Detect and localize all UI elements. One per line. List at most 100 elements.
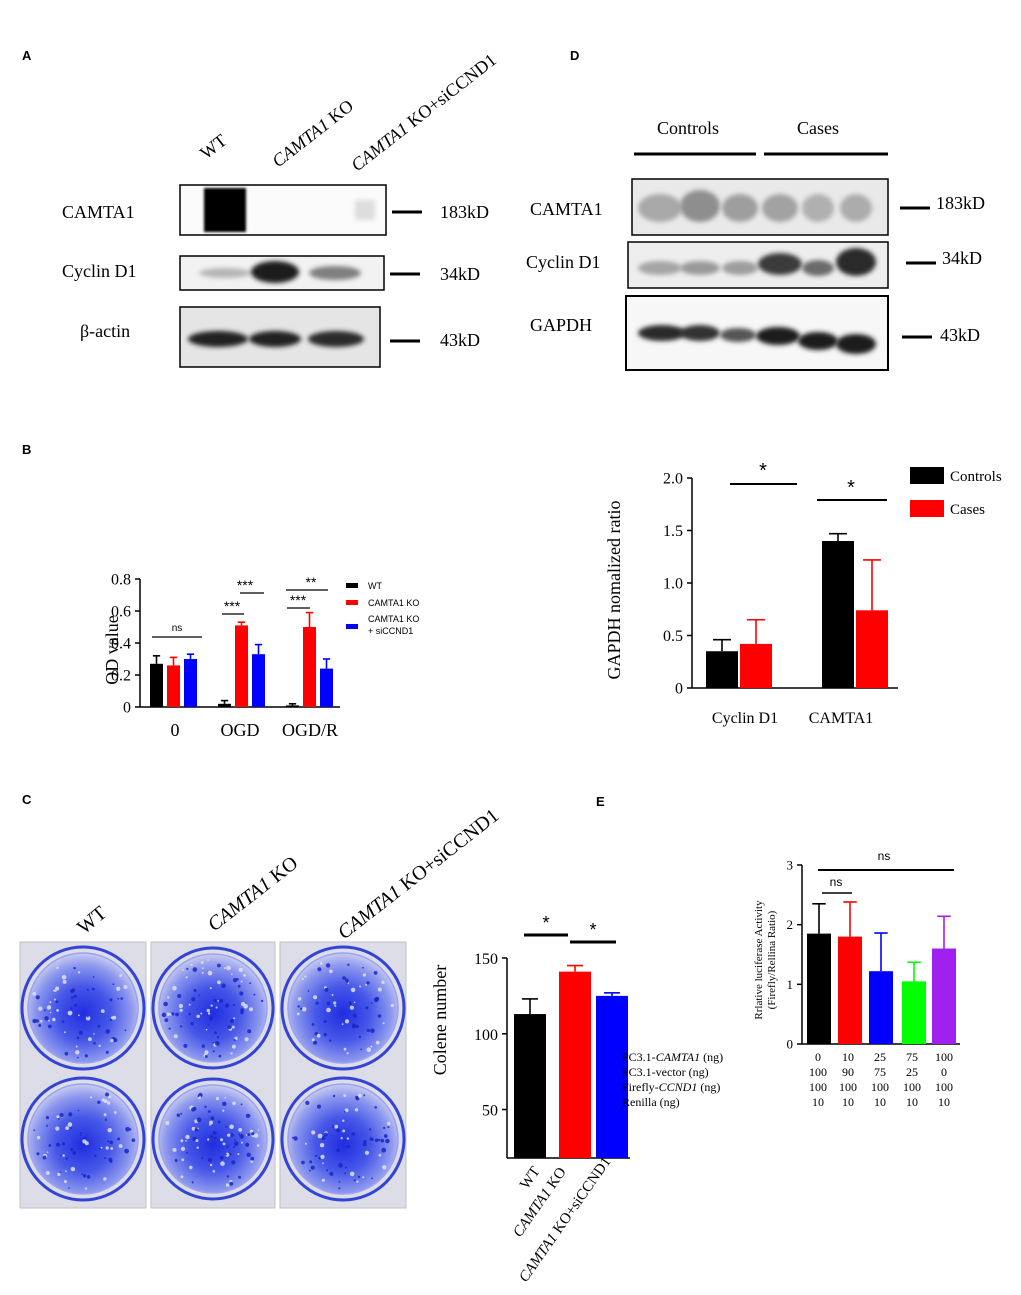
e-bars <box>807 901 956 1044</box>
colony-dot <box>103 1177 107 1181</box>
colony-dot <box>61 1020 65 1023</box>
colony-dot <box>222 1109 225 1112</box>
colony-dot <box>378 1153 382 1157</box>
d-bar <box>740 643 772 688</box>
plate-label-ko: CAMTA1 KO <box>204 852 303 936</box>
colony-dot <box>36 1135 41 1140</box>
colony-dot <box>238 1175 242 1179</box>
colony-dot <box>78 1030 83 1035</box>
colony-dot <box>110 1147 114 1150</box>
colony-dot <box>346 1052 349 1055</box>
colony-dot <box>370 1002 373 1004</box>
colony-dot <box>93 1033 95 1035</box>
colony-dot <box>316 1104 322 1109</box>
band-d-camta1-5 <box>802 194 834 222</box>
colony-dot <box>213 1136 217 1140</box>
colony-dot <box>107 1128 112 1133</box>
c-sig-1: * <box>542 913 549 933</box>
colony-dot <box>336 1128 341 1133</box>
colony-dot <box>316 1033 321 1038</box>
colony-dot <box>373 971 378 975</box>
colony-dot <box>380 1138 385 1143</box>
colony-dot <box>74 1004 77 1007</box>
e-tick-label: 0 <box>787 1037 794 1052</box>
chart-c: Colene number 50 100 150 WT CAMTA1 KO CAMT… <box>430 913 630 1285</box>
e-table-row-label: PC3.1-vector (ng) <box>622 1065 709 1079</box>
colony-dot <box>366 1028 370 1033</box>
colony-dot <box>222 1101 227 1107</box>
colony-dot <box>212 1050 215 1053</box>
e-table-cell: 25 <box>874 1050 886 1064</box>
colony-dot <box>109 1140 113 1145</box>
colony-dot <box>249 1007 253 1012</box>
colony-dot <box>72 1151 77 1155</box>
colony-dot <box>188 1012 191 1016</box>
colony-dot <box>331 994 334 996</box>
colony-dot <box>214 1031 217 1035</box>
colony-dot <box>88 1037 92 1042</box>
colony-dot <box>224 1097 227 1099</box>
colony-dot <box>209 1124 211 1126</box>
colony-dot <box>210 1004 213 1007</box>
colony-dot <box>83 1174 87 1178</box>
b-bar <box>150 663 163 707</box>
row-label-cyclin-d1: Cyclin D1 <box>62 261 137 281</box>
colony-dot <box>217 963 221 968</box>
colony-dot <box>172 985 177 991</box>
colony-dot <box>212 1130 217 1135</box>
colony-dot <box>200 1012 203 1015</box>
colony-dot <box>100 1146 103 1149</box>
colony-dot <box>53 989 55 992</box>
colony-dot <box>351 1132 356 1136</box>
colony-dot <box>381 980 385 984</box>
size-183kd: 183kD <box>440 202 489 222</box>
colony-dot <box>346 1145 350 1149</box>
colony-dot <box>356 1180 359 1183</box>
colony-dot <box>233 1039 236 1041</box>
colony-dot <box>191 997 196 1002</box>
e-table-cell: 100 <box>903 1080 921 1094</box>
well-rim <box>280 945 406 1071</box>
b-sig-ogd-top: *** <box>237 577 254 593</box>
colony-dot <box>97 1024 101 1028</box>
colony-dot <box>229 1019 234 1024</box>
b-legend-wt: WT <box>368 581 382 591</box>
colony-dot <box>364 1150 370 1155</box>
b-bar <box>286 705 299 707</box>
b-sig-ogd-low: *** <box>224 598 241 614</box>
colony-dot <box>233 1145 235 1148</box>
colony-dot <box>185 1151 188 1154</box>
colony-dot <box>195 1139 199 1143</box>
c-bars <box>514 964 628 1158</box>
b-legend-swatch-wt <box>346 583 358 588</box>
colony-dot <box>225 1003 230 1008</box>
colony-dot <box>56 1009 59 1012</box>
colony-dot <box>195 1128 199 1132</box>
b-bar <box>235 625 248 707</box>
d-ylabel: GAPDH nomalized ratio <box>604 501 624 680</box>
colony-dot <box>70 1007 73 1010</box>
colony-dot <box>362 1142 367 1147</box>
colony-dot <box>245 1113 250 1118</box>
colony-dot <box>65 1126 69 1130</box>
colony-dot <box>317 967 322 972</box>
band-d-cyc-3 <box>722 261 758 275</box>
colony-dot <box>179 1025 183 1028</box>
colony-dot <box>175 1012 179 1017</box>
e-table-cell: 100 <box>809 1065 827 1079</box>
colony-dot <box>231 1160 236 1165</box>
colony-dot <box>226 965 231 971</box>
b-significance: ns *** *** ** *** <box>152 574 328 638</box>
colony-dot <box>346 981 349 984</box>
colony-dot <box>38 1006 43 1011</box>
colony-dot <box>64 1031 66 1034</box>
colony-dot <box>185 1134 190 1140</box>
colony-dot <box>215 1096 220 1101</box>
colony-dot <box>171 1012 175 1016</box>
chart-e: Rrlative luciferase Activity (Firefly/Re… <box>622 849 960 1109</box>
d-bar <box>856 610 888 688</box>
colony-dot <box>86 988 89 991</box>
panel-a-western-blot: WT CAMTA1 KO CAMTA1 KO+siCCND1 CAMTA1 Cy… <box>62 50 500 368</box>
colony-dot <box>70 1147 74 1152</box>
e-tick-label: 1 <box>787 977 794 992</box>
